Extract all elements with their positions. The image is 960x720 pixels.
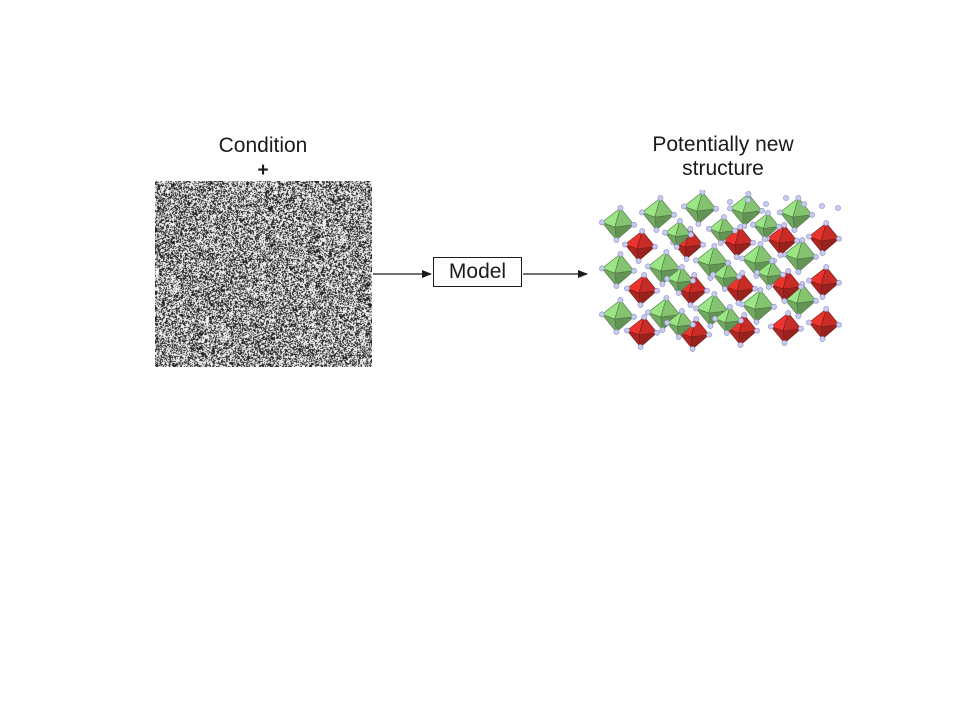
atom bbox=[763, 201, 769, 207]
plus-sign: + bbox=[257, 160, 269, 181]
red-octahedron bbox=[622, 228, 658, 264]
model-label: Model bbox=[448, 260, 507, 283]
green-octahedron bbox=[662, 218, 694, 250]
atom bbox=[819, 203, 825, 209]
red-octahedron bbox=[764, 222, 800, 258]
atom bbox=[835, 205, 841, 211]
red-octahedron bbox=[768, 268, 804, 304]
green-octahedron bbox=[712, 304, 744, 336]
noise-image bbox=[155, 181, 372, 367]
output-label: Potentially new structure bbox=[593, 133, 853, 181]
green-octahedron bbox=[639, 195, 677, 233]
atom bbox=[783, 195, 789, 201]
output-label-line2: structure bbox=[682, 157, 764, 180]
red-octahedron bbox=[624, 272, 660, 308]
atom bbox=[801, 201, 807, 207]
green-octahedron bbox=[645, 295, 683, 333]
green-octahedron bbox=[750, 210, 782, 242]
red-octahedron bbox=[806, 220, 842, 256]
green-octahedron bbox=[681, 190, 719, 227]
model-box: Model bbox=[433, 257, 522, 287]
crystal-structure-image bbox=[599, 190, 842, 352]
red-octahedron bbox=[720, 224, 756, 260]
green-octahedron bbox=[599, 297, 637, 335]
output-label-line1: Potentially new bbox=[652, 133, 794, 156]
green-octahedron bbox=[664, 264, 696, 296]
green-octahedron bbox=[777, 195, 815, 233]
red-octahedron bbox=[806, 306, 842, 342]
green-octahedron bbox=[727, 191, 765, 229]
green-octahedron bbox=[599, 205, 637, 243]
condition-label: Condition bbox=[218, 134, 308, 157]
green-octahedron bbox=[706, 214, 738, 246]
atom bbox=[745, 197, 751, 203]
green-octahedron bbox=[710, 260, 742, 292]
green-octahedron bbox=[599, 251, 637, 289]
green-octahedron bbox=[754, 258, 786, 290]
green-octahedron bbox=[664, 308, 696, 340]
atom bbox=[727, 199, 733, 205]
green-octahedron bbox=[739, 287, 777, 325]
red-octahedron bbox=[806, 264, 842, 300]
red-octahedron bbox=[624, 314, 660, 350]
red-octahedron bbox=[768, 310, 804, 346]
